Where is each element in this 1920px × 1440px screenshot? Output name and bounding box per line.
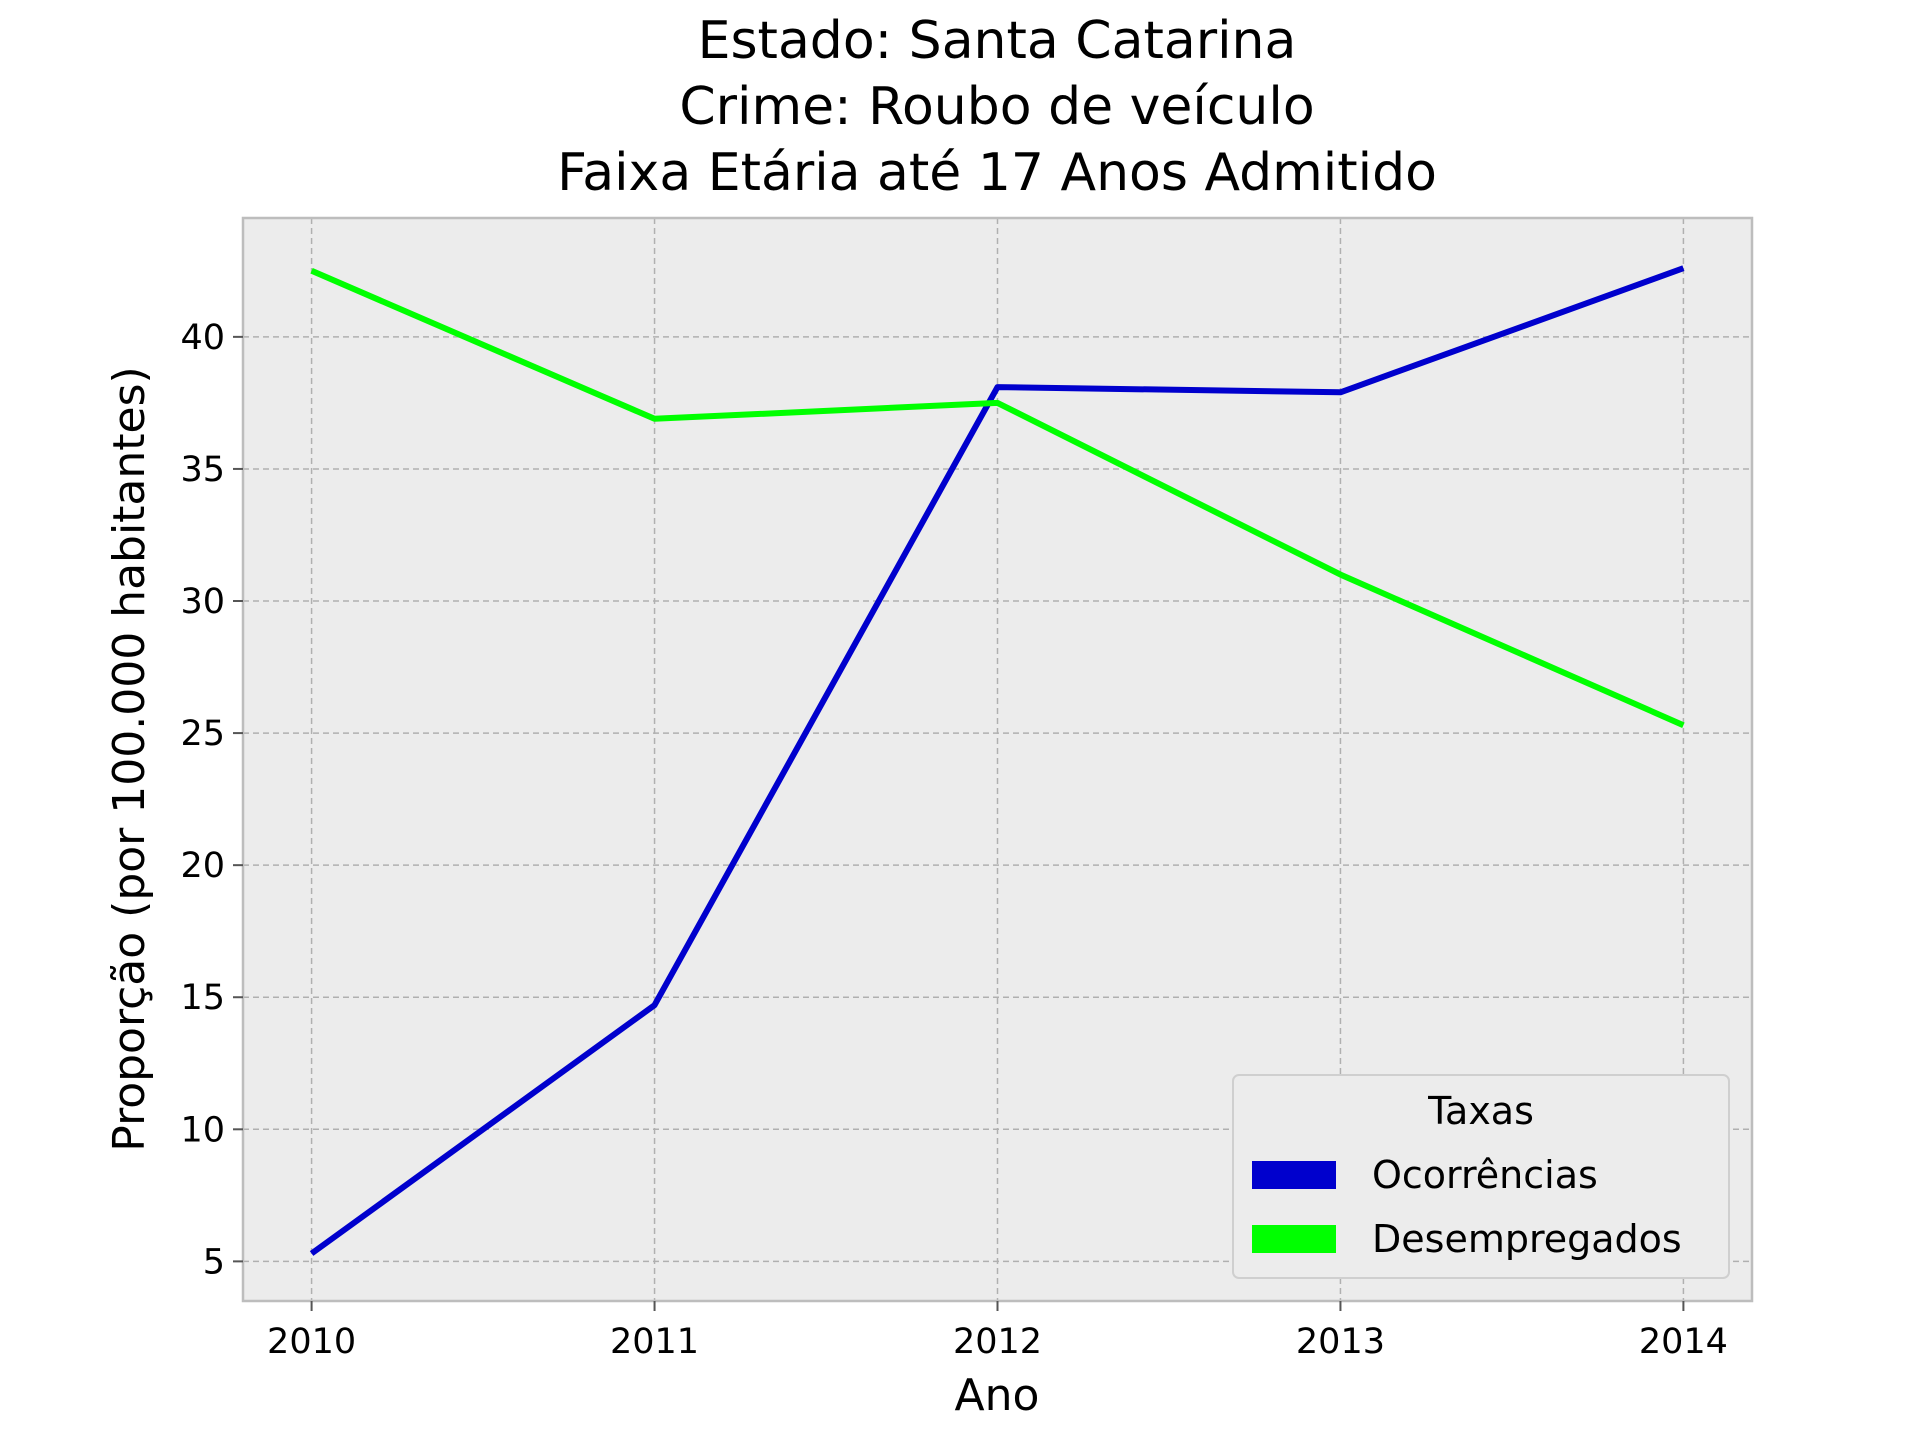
- legend-title: Taxas: [1427, 1089, 1534, 1133]
- y-tick-label: 35: [180, 450, 225, 490]
- x-tick-label: 2012: [953, 1322, 1042, 1362]
- chart-title-line-2: Crime: Roubo de veículo: [679, 77, 1314, 137]
- grid-lines: [243, 218, 1752, 1301]
- axis-ticks: 2010 2011 2012 2013 2014 5 10 15 20 25 30 35 40: [180, 318, 1727, 1362]
- x-tick-label: 2010: [267, 1322, 356, 1362]
- legend: Taxas Ocorrências Desempregados: [1232, 1074, 1730, 1279]
- y-tick-label: 5: [203, 1242, 225, 1282]
- y-tick-label: 25: [180, 714, 225, 754]
- y-tick-label: 40: [180, 318, 225, 358]
- x-tick-label: 2013: [1296, 1322, 1385, 1362]
- x-tick-label: 2011: [610, 1322, 699, 1362]
- series-line-ocorrencias: [309, 265, 1685, 1256]
- legend-label-desempregados: Desempregados: [1372, 1217, 1682, 1261]
- legend-box: [1232, 1074, 1730, 1279]
- y-axis-label: Proporção (por 100.000 habitantes): [104, 366, 155, 1151]
- y-tick-label: 10: [180, 1110, 225, 1150]
- chart-title-line-1: Estado: Santa Catarina: [698, 11, 1297, 71]
- series-line-desempregados: [310, 268, 1685, 728]
- x-axis-label: Ano: [955, 1370, 1040, 1421]
- legend-swatch-desempregados: [1252, 1225, 1336, 1253]
- y-tick-label: 15: [180, 978, 225, 1018]
- chart-title-line-3: Faixa Etária até 17 Anos Admitido: [557, 143, 1437, 203]
- x-tick-label: 2014: [1639, 1322, 1728, 1362]
- y-tick-label: 30: [180, 582, 225, 622]
- legend-label-ocorrencias: Ocorrências: [1372, 1153, 1598, 1197]
- y-tick-label: 20: [180, 846, 225, 886]
- legend-swatch-ocorrencias: [1252, 1161, 1336, 1189]
- series-lines: [309, 265, 1685, 1256]
